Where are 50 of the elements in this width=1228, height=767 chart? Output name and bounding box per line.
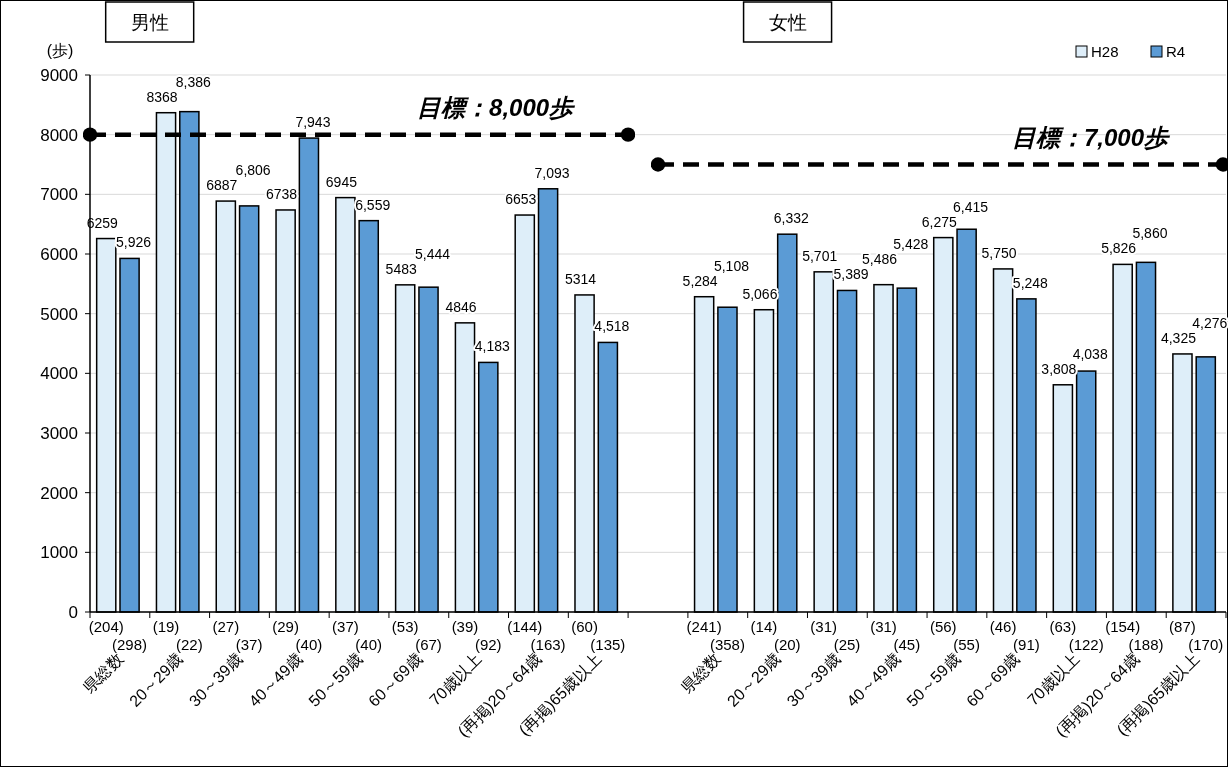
data-label: 5,486 [861, 251, 898, 268]
data-label: 5,066 [742, 285, 778, 302]
data-label: 5,428 [893, 236, 929, 253]
data-label: 5,701 [802, 247, 838, 264]
data-label: 8,386 [175, 73, 212, 90]
data-label: 5314 [564, 270, 597, 287]
y-tick-label: 8000 [40, 125, 78, 145]
text: 男性 [130, 12, 169, 33]
y-axis-title: (歩) [46, 42, 74, 59]
y-tick-label: 5000 [40, 304, 78, 324]
data-label: 5,750 [981, 244, 1017, 261]
data-label: 3,808 [1041, 360, 1077, 377]
data-label: 5,444 [414, 245, 451, 262]
data-label: 7,943 [295, 114, 331, 131]
data-label: 4,325 [1160, 329, 1197, 346]
y-tick-label: 6000 [40, 245, 78, 264]
data-label: 5,248 [1012, 274, 1049, 291]
y-tick-label: 2000 [40, 483, 78, 503]
legend-label: H28 [1091, 43, 1119, 60]
data-label: 6,415 [953, 198, 989, 215]
data-label: 4,183 [474, 338, 511, 355]
data-label: 5,108 [713, 257, 750, 274]
data-label: 5483 [385, 260, 417, 277]
ref-line-label: 目標：7,000歩 [1011, 123, 1171, 151]
data-label: 6,332 [773, 210, 809, 227]
data-label: 6945 [325, 173, 358, 190]
data-label: 5,826 [1101, 240, 1137, 257]
y-tick-label: 9000 [40, 66, 78, 85]
legend-label: R4 [1166, 43, 1186, 60]
data-label: 6,275 [921, 213, 958, 230]
data-label: 8368 [146, 88, 178, 105]
data-label: 4,276 [1192, 314, 1228, 331]
y-tick-label: 1000 [40, 543, 78, 563]
data-label: 5,860 [1132, 225, 1168, 242]
data-label: 5,389 [833, 266, 869, 283]
data-label: 6887 [206, 177, 238, 194]
y-tick-label: 7000 [40, 185, 78, 205]
data-label: 6,806 [235, 162, 271, 179]
data-label: 7,093 [534, 164, 570, 181]
data-label: 4846 [445, 298, 477, 315]
y-tick-label: 4000 [40, 364, 78, 384]
y-tick-label: 3000 [40, 424, 78, 443]
ref-line-label: 目標：8,000歩 [417, 93, 577, 121]
text: 女性 [768, 12, 807, 33]
y-tick-label: 0 [68, 603, 78, 622]
data-label: 6,559 [355, 196, 391, 213]
data-label: 6738 [266, 185, 298, 202]
data-label: 5,284 [682, 272, 718, 289]
data-label: 6653 [505, 191, 537, 208]
data-label: 4,038 [1072, 345, 1108, 362]
